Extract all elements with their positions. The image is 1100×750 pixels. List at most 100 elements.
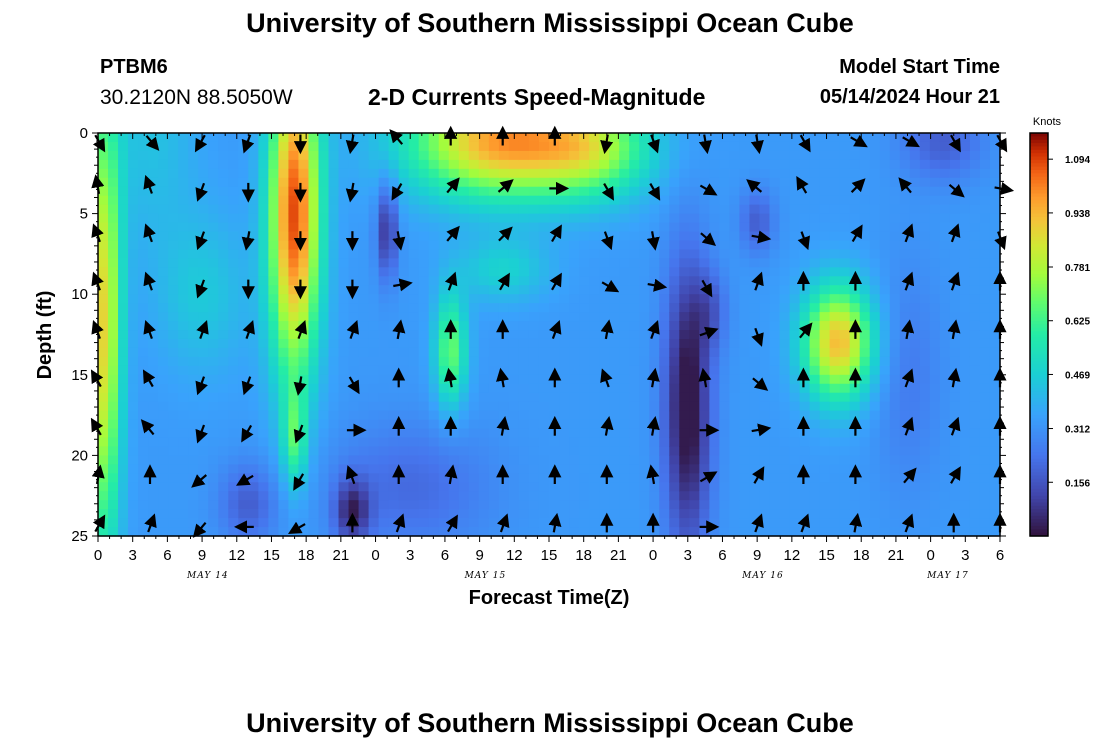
heatmap-cell	[218, 473, 229, 483]
heatmap-cell	[779, 374, 791, 385]
heatmap-cell	[248, 303, 259, 313]
heatmap-cell	[789, 500, 801, 510]
heatmap-cell	[559, 177, 570, 188]
heatmap-cell	[889, 491, 901, 501]
heatmap-cell	[428, 482, 440, 492]
current-arrow	[287, 521, 306, 535]
heatmap-cell	[949, 195, 961, 206]
heatmap-cell	[398, 401, 410, 412]
heatmap-cell	[478, 509, 490, 519]
heatmap-cell	[308, 159, 320, 170]
heatmap-cell	[178, 383, 189, 394]
heatmap-cell	[308, 276, 320, 286]
heatmap-cell	[488, 150, 500, 161]
heatmap-cell	[919, 222, 931, 233]
heatmap-cell	[829, 491, 841, 501]
heatmap-cell	[619, 222, 630, 233]
heatmap-cell	[478, 491, 490, 501]
heatmap-cell	[428, 347, 440, 358]
heatmap-cell	[388, 258, 400, 268]
heatmap-cell	[639, 267, 650, 277]
heatmap-cell	[789, 383, 801, 394]
heatmap-cell	[909, 267, 921, 277]
heatmap-cell	[859, 213, 871, 224]
heatmap-cell	[288, 177, 300, 188]
current-arrow	[746, 179, 763, 193]
heatmap-cell	[889, 150, 901, 161]
heatmap-cell	[989, 177, 1001, 188]
heatmap-cell	[639, 231, 650, 242]
heatmap-cell	[789, 222, 801, 233]
heatmap-cell	[108, 338, 119, 349]
heatmap-cell	[659, 374, 670, 385]
heatmap-cell	[759, 500, 771, 510]
heatmap-cell	[528, 222, 540, 233]
heatmap-cell	[468, 159, 480, 170]
heatmap-cell	[508, 330, 520, 340]
heatmap-cell	[228, 473, 239, 483]
heatmap-cell	[659, 303, 670, 313]
heatmap-cell	[208, 356, 219, 367]
heatmap-cell	[418, 294, 430, 304]
heatmap-cell	[719, 347, 730, 358]
heatmap-cell	[268, 410, 279, 421]
heatmap-cell	[268, 518, 279, 528]
heatmap-cell	[569, 231, 580, 242]
heatmap-cell	[739, 303, 751, 313]
heatmap-cell	[498, 509, 510, 519]
heatmap-cell	[368, 437, 380, 448]
heatmap-cell	[398, 159, 410, 170]
x-tick-label: 9	[475, 547, 483, 564]
heatmap-cell	[679, 347, 690, 358]
heatmap-cell	[138, 509, 149, 519]
heatmap-cell	[919, 473, 931, 483]
heatmap-cell	[669, 464, 680, 474]
heatmap-cell	[729, 330, 741, 340]
colorbar-segment	[1030, 274, 1048, 279]
heatmap-cell	[609, 383, 620, 394]
heatmap-cell	[899, 365, 911, 376]
heatmap-cell	[268, 392, 279, 403]
current-arrow	[241, 231, 255, 251]
heatmap-cell	[488, 213, 500, 224]
heatmap-cell	[869, 347, 881, 358]
heatmap-cell	[198, 365, 209, 376]
heatmap-cell	[899, 159, 911, 170]
heatmap-cell	[218, 383, 229, 394]
current-arrow	[497, 272, 510, 291]
heatmap-cell	[669, 150, 680, 161]
heatmap-cell	[148, 527, 159, 537]
heatmap-cell	[879, 222, 891, 233]
heatmap-cell	[949, 437, 961, 448]
heatmap-cell	[278, 213, 290, 224]
heatmap-cell	[328, 374, 340, 385]
heatmap-cell	[108, 222, 119, 233]
heatmap-cell	[458, 491, 470, 501]
heatmap-cell	[689, 509, 700, 519]
heatmap-cell	[308, 195, 320, 206]
heatmap-cell	[659, 347, 670, 358]
heatmap-cell	[328, 527, 340, 537]
heatmap-cell	[549, 168, 560, 179]
heatmap-cell	[919, 446, 931, 456]
heatmap-cell	[689, 383, 700, 394]
heatmap-cell	[538, 509, 550, 519]
heatmap-cell	[789, 356, 801, 367]
heatmap-cell	[238, 527, 249, 537]
heatmap-cell	[709, 141, 720, 152]
heatmap-cell	[899, 347, 911, 358]
colorbar-segment	[1030, 287, 1048, 292]
heatmap-cell	[919, 347, 931, 358]
heatmap-cell	[709, 168, 720, 179]
heatmap-cell	[729, 419, 741, 430]
heatmap-cell	[819, 177, 831, 188]
heatmap-cell	[569, 294, 580, 304]
heatmap-cell	[98, 195, 109, 206]
heatmap-cell	[158, 518, 169, 528]
heatmap-cell	[208, 428, 219, 439]
heatmap-cell	[589, 321, 600, 331]
current-arrow	[195, 279, 208, 299]
heatmap-cell	[368, 428, 380, 439]
heatmap-cell	[709, 518, 720, 528]
colorbar-tick-label: 0.625	[1065, 317, 1090, 328]
